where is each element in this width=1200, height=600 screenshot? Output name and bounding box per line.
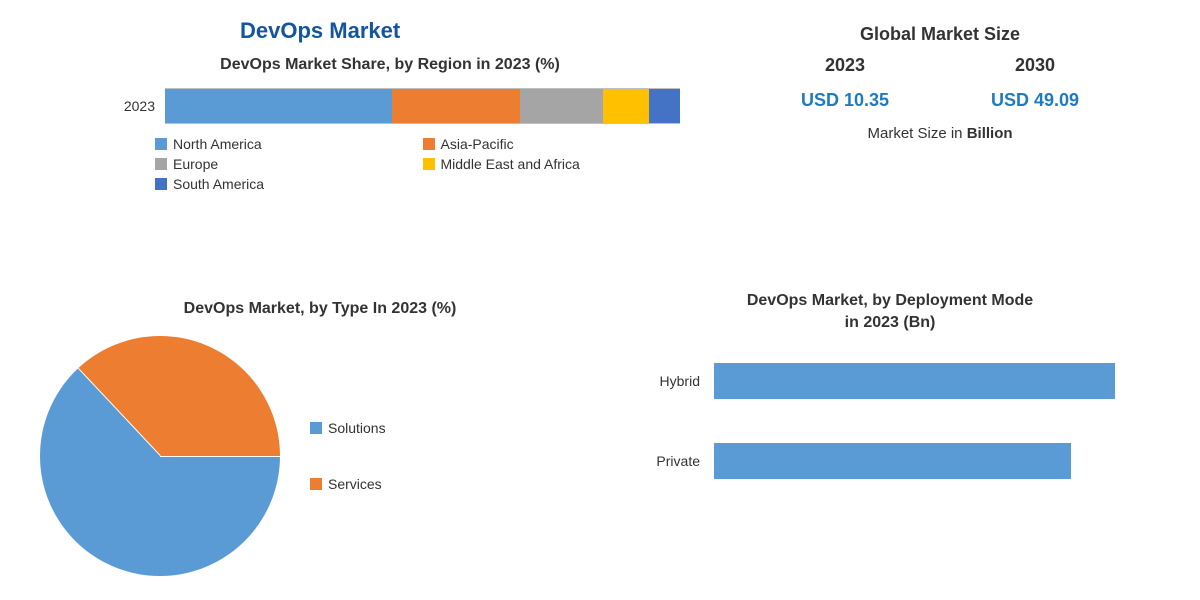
legend-swatch [155, 158, 167, 170]
legend-label: Services [328, 476, 382, 492]
legend-label: South America [173, 176, 264, 192]
legend-swatch [310, 478, 322, 490]
legend-item: South America [155, 176, 413, 192]
market-size-block: Global Market Size 2023 2030 USD 10.35 U… [750, 24, 1130, 142]
page-title: DevOps Market [240, 18, 400, 44]
market-size-value-1: USD 49.09 [940, 90, 1130, 111]
market-size-year-1: 2030 [940, 55, 1130, 76]
legend-swatch [310, 422, 322, 434]
region-segment [392, 89, 521, 123]
legend-item: Services [310, 476, 386, 492]
legend-swatch [155, 138, 167, 150]
legend-swatch [423, 138, 435, 150]
deployment-label: Hybrid [620, 373, 714, 389]
deployment-bar [714, 443, 1071, 479]
market-size-unit: Market Size in Billion [750, 125, 1130, 142]
region-share-title: DevOps Market Share, by Region in 2023 (… [100, 56, 680, 74]
deployment-title: DevOps Market, by Deployment Mode in 202… [620, 290, 1160, 333]
market-size-year-0: 2023 [750, 55, 940, 76]
legend-item: Middle East and Africa [423, 156, 681, 172]
region-share-ylabel: 2023 [100, 98, 165, 114]
deployment-label: Private [620, 453, 714, 469]
legend-swatch [423, 158, 435, 170]
legend-swatch [155, 178, 167, 190]
deployment-bar-chart: DevOps Market, by Deployment Mode in 202… [620, 290, 1160, 519]
deployment-title-line2: in 2023 (Bn) [845, 314, 936, 331]
region-segment [649, 89, 680, 123]
legend-item: North America [155, 136, 413, 152]
deployment-track [714, 443, 1160, 479]
legend-label: Solutions [328, 420, 386, 436]
deployment-bar [714, 363, 1115, 399]
legend-label: Middle East and Africa [441, 156, 580, 172]
type-pie-legend: Solutions Services [310, 420, 386, 492]
legend-label: Europe [173, 156, 218, 172]
region-segment [603, 89, 649, 123]
type-pie [40, 336, 280, 576]
region-segment [520, 89, 602, 123]
legend-item: Europe [155, 156, 413, 172]
market-size-value-0: USD 10.35 [750, 90, 940, 111]
deployment-track [714, 363, 1160, 399]
region-share-chart: DevOps Market Share, by Region in 2023 (… [100, 56, 680, 192]
legend-item: Asia-Pacific [423, 136, 681, 152]
deployment-row: Hybrid [620, 359, 1160, 403]
market-size-unit-bold: Billion [967, 125, 1013, 142]
type-pie-chart: DevOps Market, by Type In 2023 (%) Solut… [60, 300, 580, 576]
region-share-bar [165, 88, 680, 124]
legend-label: North America [173, 136, 262, 152]
market-size-unit-prefix: Market Size in [867, 125, 966, 142]
type-pie-title: DevOps Market, by Type In 2023 (%) [60, 300, 580, 318]
region-segment [165, 89, 392, 123]
deployment-row: Private [620, 439, 1160, 483]
market-size-title: Global Market Size [750, 24, 1130, 45]
legend-label: Asia-Pacific [441, 136, 514, 152]
legend-item: Solutions [310, 420, 386, 436]
region-share-legend: North America Asia-Pacific Europe Middle Ea… [100, 136, 680, 192]
deployment-title-line1: DevOps Market, by Deployment Mode [747, 292, 1033, 309]
